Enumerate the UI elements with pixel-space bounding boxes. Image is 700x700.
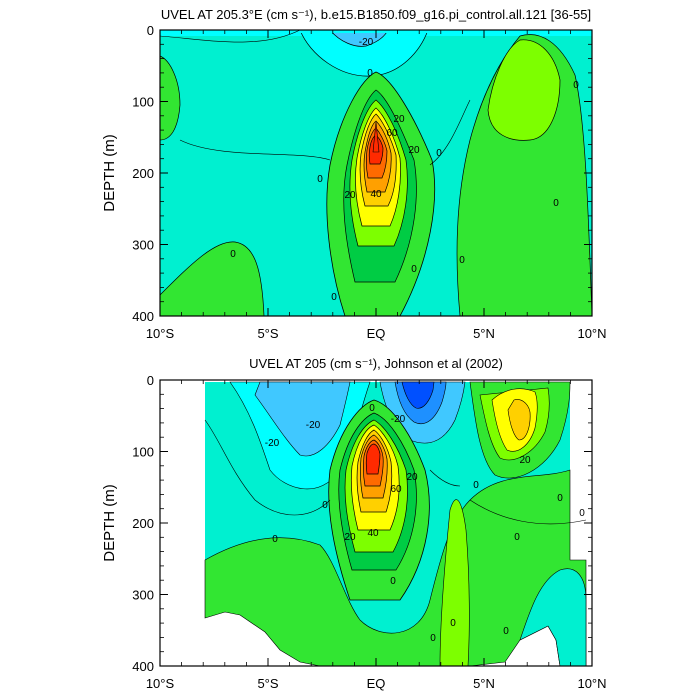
x-tick-label: EQ <box>367 326 386 341</box>
bottom-panel-title: UVEL AT 205 (cm s⁻¹), Johnson et al (200… <box>249 356 503 371</box>
y-tick-label: 100 <box>132 95 154 110</box>
x-tick-label: 10°S <box>146 326 175 341</box>
contour-label: 0 <box>272 534 278 545</box>
top-contour-labels: -20 0 0 0 0 0 0 0 0 0 20 20 20 40 60 <box>230 37 579 303</box>
x-tick-label: EQ <box>367 676 386 691</box>
contour-label: 0 <box>436 148 442 159</box>
contour-label: 20 <box>408 145 420 156</box>
bottom-contour-labels: -20 -20 -20 0 0 0 0 0 0 0 0 0 0 0 20 20 … <box>265 403 585 644</box>
x-tick-label: 10°N <box>577 326 606 341</box>
contour-label: 20 <box>519 455 531 466</box>
contour-label: -20 <box>359 37 374 48</box>
contour-label: 0 <box>411 264 417 275</box>
top-line-b <box>179 139 331 161</box>
top-neg-surface-core <box>329 30 389 47</box>
x-tick-label: 5°S <box>257 326 278 341</box>
y-tick-label: 0 <box>147 23 154 38</box>
bottom-euc-70 <box>365 443 381 475</box>
top-y-axis-label: DEPTH (m) <box>101 134 118 212</box>
top-left-green-lower <box>160 241 265 316</box>
y-tick-label: 200 <box>132 166 154 181</box>
contour-label: 20 <box>344 190 356 201</box>
x-tick-label: 5°N <box>473 676 495 691</box>
bottom-line-a <box>204 419 331 516</box>
bottom-neg-east-core <box>401 381 435 409</box>
contour-label: 0 <box>450 618 456 629</box>
y-tick-label: 400 <box>132 659 154 674</box>
contour-label: 20 <box>406 472 418 483</box>
x-tick-label: 5°S <box>257 676 278 691</box>
contour-label: 40 <box>367 528 379 539</box>
y-tick-label: 0 <box>147 373 154 388</box>
bottom-neg-west-core <box>254 381 351 457</box>
contour-label: -20 <box>265 438 280 449</box>
top-line-a <box>160 30 301 43</box>
x-tick-label: 5°N <box>473 326 495 341</box>
x-tick-label: 10°S <box>146 676 175 691</box>
contour-label: 0 <box>579 508 585 519</box>
contour-label: 0 <box>473 480 479 491</box>
contour-label: 20 <box>344 532 356 543</box>
bottom-right-jet-30 <box>507 399 531 441</box>
contour-label: 0 <box>553 198 559 209</box>
contour-label: 0 <box>331 292 337 303</box>
bottom-line-b <box>469 499 587 525</box>
contour-label: 20 <box>393 114 405 125</box>
contour-label: 0 <box>322 500 328 511</box>
bottom-y-axis-label: DEPTH (m) <box>101 484 118 562</box>
bottom-panel: UVEL AT 205 (cm s⁻¹), Johnson et al (200… <box>101 356 607 691</box>
contour-label: 0 <box>430 633 436 644</box>
top-euc-80 <box>372 121 380 153</box>
contour-label: 0 <box>514 532 520 543</box>
top-right-lightgreen <box>487 39 561 141</box>
top-line-c <box>429 99 471 166</box>
contour-label: 60 <box>390 484 402 495</box>
contour-label: 0 <box>369 403 375 414</box>
bottom-green-band <box>204 469 587 666</box>
contour-label: 40 <box>370 189 382 200</box>
bottom-lightgreen-column <box>439 499 470 666</box>
top-contour-field <box>160 30 592 316</box>
top-panel-title: UVEL AT 205.3°E (cm s⁻¹), b.e15.B1850.f0… <box>161 7 591 22</box>
y-tick-label: 400 <box>132 309 154 324</box>
contour-label: -20 <box>391 414 406 425</box>
y-tick-label: 200 <box>132 516 154 531</box>
contour-label: -20 <box>306 420 321 431</box>
y-tick-label: 300 <box>132 238 154 253</box>
y-tick-label: 100 <box>132 445 154 460</box>
bottom-cyan-patch-right <box>519 568 587 666</box>
top-panel: UVEL AT 205.3°E (cm s⁻¹), b.e15.B1850.f0… <box>101 7 607 341</box>
bottom-line-c <box>429 469 461 487</box>
contour-label: 0 <box>459 255 465 266</box>
top-left-green-upper <box>160 55 181 141</box>
contour-label: 0 <box>573 80 579 91</box>
contour-label: 0 <box>390 576 396 587</box>
contour-label: 0 <box>503 626 509 637</box>
y-tick-label: 300 <box>132 588 154 603</box>
contour-label: 60 <box>386 128 398 139</box>
bottom-contour-field <box>160 380 592 666</box>
contour-label: 0 <box>557 493 563 504</box>
x-tick-label: 10°N <box>577 676 606 691</box>
contour-label: 0 <box>317 174 323 185</box>
contour-label: 0 <box>367 68 373 79</box>
contour-label: 0 <box>230 249 236 260</box>
